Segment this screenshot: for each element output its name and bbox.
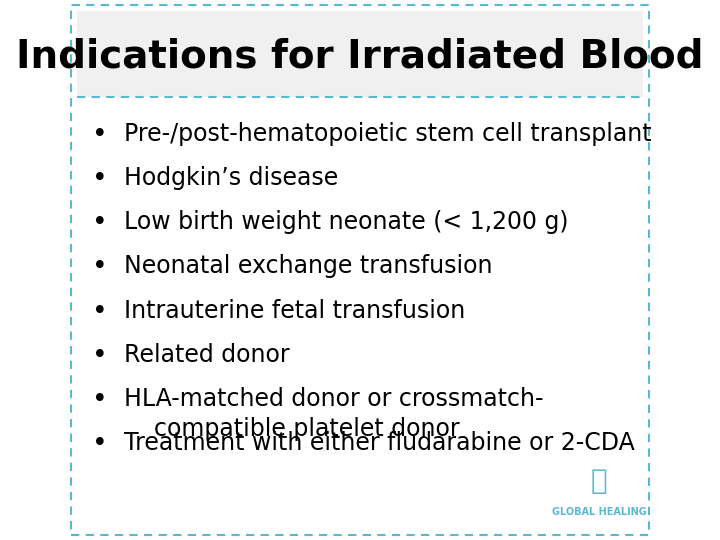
Text: •: • [92, 210, 108, 236]
Text: •: • [92, 254, 108, 280]
Text: •: • [92, 299, 108, 325]
Text: Pre-/post-hematopoietic stem cell transplant: Pre-/post-hematopoietic stem cell transp… [124, 122, 652, 145]
Bar [76, 11, 644, 97]
Text: •: • [92, 343, 108, 369]
Text: •: • [92, 431, 108, 457]
Text: Hodgkin’s disease: Hodgkin’s disease [124, 166, 338, 190]
Text: •: • [92, 166, 108, 192]
Text: 🙌: 🙌 [591, 467, 608, 495]
Text: Related donor: Related donor [124, 343, 289, 367]
Text: Low birth weight neonate (< 1,200 g): Low birth weight neonate (< 1,200 g) [124, 210, 568, 234]
Text: HLA-matched donor or crossmatch-
    compatible platelet donor: HLA-matched donor or crossmatch- compati… [124, 387, 544, 441]
Text: Indications for Irradiated Blood: Indications for Irradiated Blood [17, 38, 703, 76]
Text: Neonatal exchange transfusion: Neonatal exchange transfusion [124, 254, 492, 278]
Text: •: • [92, 387, 108, 413]
Text: Intrauterine fetal transfusion: Intrauterine fetal transfusion [124, 299, 465, 322]
Text: Treatment with either fludarabine or 2-CDA: Treatment with either fludarabine or 2-C… [124, 431, 634, 455]
Text: GLOBAL HEALING: GLOBAL HEALING [552, 507, 647, 517]
Text: •: • [92, 122, 108, 147]
